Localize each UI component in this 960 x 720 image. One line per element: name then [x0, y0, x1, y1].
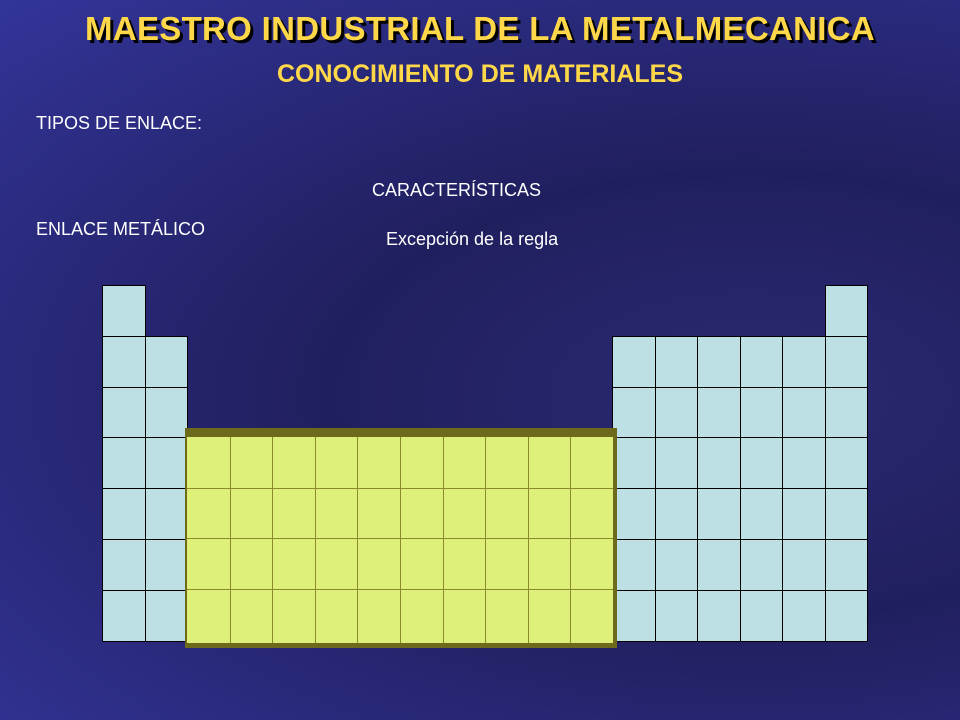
table-cell: [612, 539, 656, 591]
table-cell: [102, 285, 146, 337]
table-cell: [144, 589, 188, 642]
caracteristicas-label: CARACTERÍSTICAS: [372, 180, 542, 200]
table-cell: [739, 335, 783, 388]
table-cell: [612, 386, 656, 439]
table-cell: [102, 488, 146, 540]
table-cell: [782, 488, 826, 540]
metal-grid-line: [485, 437, 487, 643]
table-cell: [654, 386, 698, 439]
table-cell: [102, 386, 146, 439]
table-cell: [654, 589, 698, 642]
table-cell: [612, 589, 656, 642]
table-cell: [697, 386, 741, 439]
table-cell: [739, 488, 783, 540]
table-cell: [654, 437, 698, 490]
table-cell: [697, 488, 741, 540]
table-cell: [782, 539, 826, 591]
table-cell: [782, 589, 826, 642]
table-cell: [739, 539, 783, 591]
table-cell: [739, 386, 783, 439]
table-cell: [824, 539, 868, 591]
table-cell: [612, 488, 656, 540]
table-cell: [102, 335, 146, 388]
enlace-metalico-label: ENLACE METÁLICO: [36, 219, 206, 239]
metal-grid-line: [187, 589, 613, 590]
excepcion-label: Excepción de la regla: [386, 229, 559, 249]
table-cell: [782, 437, 826, 490]
table-cell: [654, 539, 698, 591]
table-cell: [102, 437, 146, 490]
metal-grid-line: [272, 437, 274, 643]
metal-grid-line: [527, 437, 529, 643]
metal-grid-line: [357, 437, 359, 643]
metal-grid-line: [400, 437, 401, 643]
table-cell: [612, 437, 656, 490]
metal-grid-line: [442, 437, 444, 643]
table-cell: [654, 335, 698, 388]
table-cell: [697, 335, 741, 388]
table-cell: [102, 589, 146, 642]
table-cell: [144, 437, 188, 490]
table-cell: [612, 335, 656, 388]
metal-grid-line: [570, 437, 572, 643]
slide-subtitle: CONOCIMIENTO DE MATERIALES: [276, 60, 684, 88]
metal-grid-line: [314, 437, 316, 643]
table-cell: [144, 488, 188, 540]
tipos-de-enlace-label: TIPOS DE ENLACE:: [36, 113, 203, 133]
table-cell: [824, 386, 868, 439]
table-cell: [102, 539, 146, 591]
table-cell: [739, 437, 783, 490]
table-cell: [782, 386, 826, 439]
table-cell: [697, 539, 741, 591]
table-cell: [654, 488, 698, 540]
table-cell: [824, 335, 868, 388]
metal-grid-line: [187, 488, 613, 489]
table-cell: [824, 589, 868, 642]
table-cell: [782, 335, 826, 388]
table-cell: [697, 437, 741, 490]
table-cell: [824, 437, 868, 490]
table-cell: [824, 285, 868, 337]
slide-title: MAESTRO INDUSTRIAL DE LA METALMECANICA: [85, 10, 875, 47]
table-cell: [144, 335, 188, 388]
table-cell: [739, 589, 783, 642]
metal-grid-line: [229, 437, 231, 643]
metal-grid-line: [187, 538, 613, 539]
table-cell: [697, 589, 741, 642]
table-cell: [144, 539, 188, 591]
table-cell: [144, 386, 188, 439]
table-cell: [824, 488, 868, 540]
